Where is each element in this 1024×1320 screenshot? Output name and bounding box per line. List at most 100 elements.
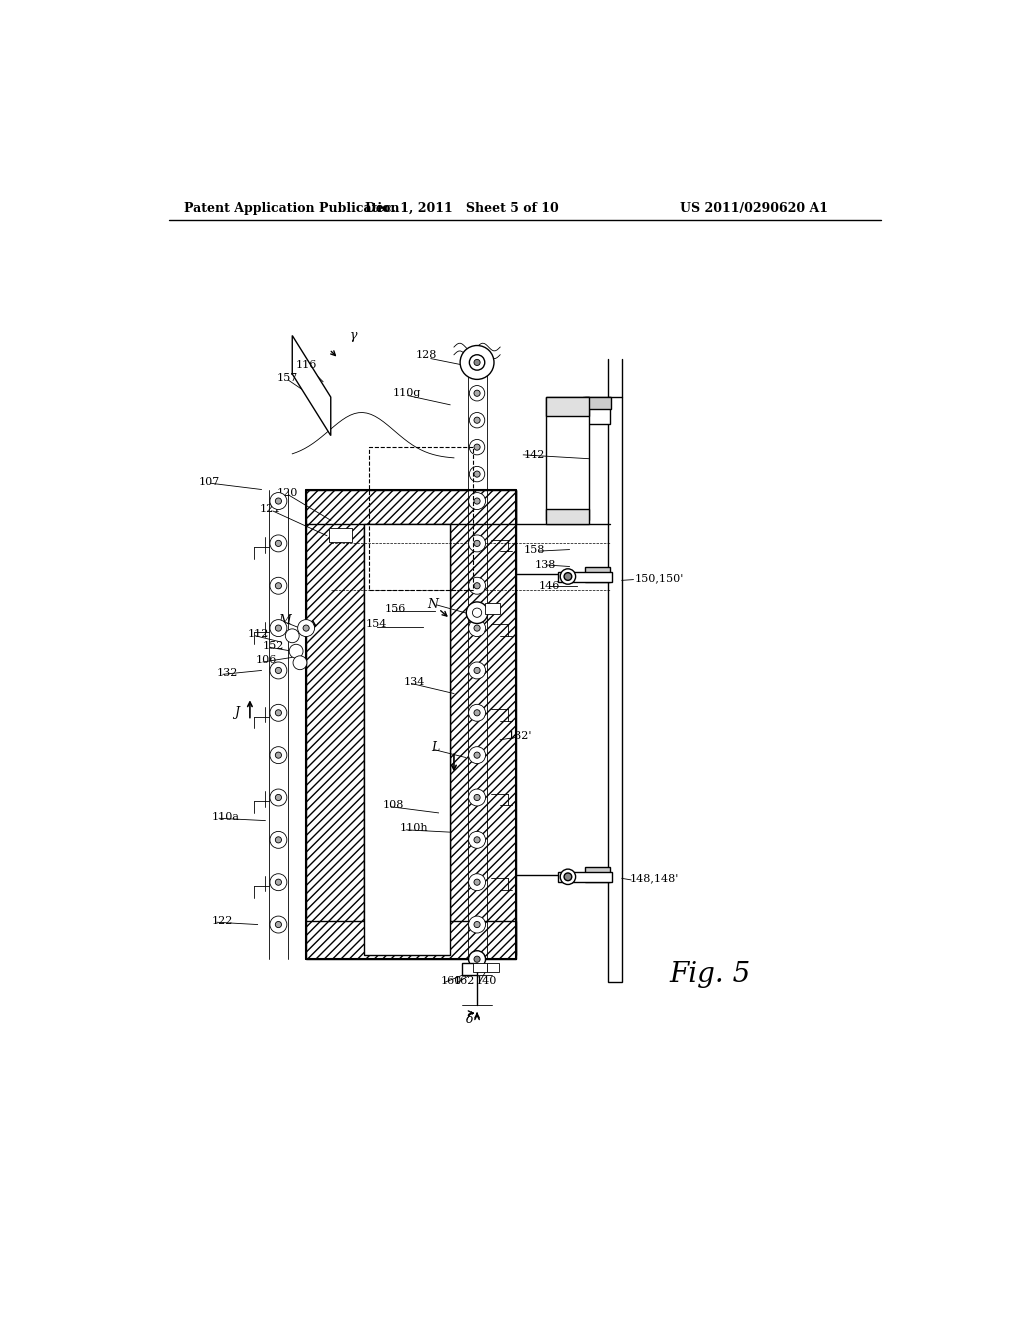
Text: N: N bbox=[427, 598, 438, 611]
Bar bbox=[330, 528, 352, 543]
Text: 156: 156 bbox=[385, 603, 407, 614]
Circle shape bbox=[469, 832, 485, 849]
Circle shape bbox=[472, 609, 481, 618]
Bar bbox=[558, 873, 611, 882]
Circle shape bbox=[474, 417, 480, 424]
Circle shape bbox=[469, 577, 485, 594]
Circle shape bbox=[270, 535, 287, 552]
Text: 162: 162 bbox=[454, 975, 475, 986]
Circle shape bbox=[469, 412, 484, 428]
Text: 128: 128 bbox=[416, 350, 437, 360]
Text: 146: 146 bbox=[539, 581, 560, 591]
Bar bbox=[585, 397, 609, 424]
Bar bbox=[462, 964, 477, 974]
Text: 158: 158 bbox=[523, 545, 545, 554]
Circle shape bbox=[275, 668, 282, 673]
Circle shape bbox=[474, 359, 480, 366]
Circle shape bbox=[469, 535, 485, 552]
Circle shape bbox=[474, 668, 480, 673]
Bar bbox=[306, 921, 515, 960]
Bar bbox=[584, 397, 611, 409]
Bar bbox=[585, 566, 609, 582]
Circle shape bbox=[469, 705, 485, 721]
Circle shape bbox=[298, 619, 314, 636]
Circle shape bbox=[560, 569, 575, 585]
Circle shape bbox=[275, 498, 282, 504]
Circle shape bbox=[474, 444, 480, 450]
Text: 110g: 110g bbox=[392, 388, 421, 399]
Circle shape bbox=[564, 873, 571, 880]
Circle shape bbox=[474, 498, 480, 504]
Circle shape bbox=[289, 644, 303, 659]
Text: US 2011/0290620 A1: US 2011/0290620 A1 bbox=[680, 202, 828, 215]
Circle shape bbox=[469, 747, 485, 763]
Circle shape bbox=[560, 869, 575, 884]
Text: 112: 112 bbox=[248, 630, 269, 639]
Circle shape bbox=[270, 663, 287, 678]
Circle shape bbox=[275, 582, 282, 589]
Text: L: L bbox=[431, 741, 439, 754]
Text: 142: 142 bbox=[523, 450, 545, 459]
Circle shape bbox=[469, 355, 484, 370]
Circle shape bbox=[474, 879, 480, 886]
Circle shape bbox=[270, 492, 287, 510]
Circle shape bbox=[469, 619, 485, 636]
Circle shape bbox=[469, 466, 484, 482]
Circle shape bbox=[474, 391, 480, 396]
Text: 154: 154 bbox=[366, 619, 387, 630]
Text: 110a: 110a bbox=[211, 812, 240, 822]
Circle shape bbox=[270, 832, 287, 849]
Text: 108: 108 bbox=[383, 800, 404, 810]
Text: 122: 122 bbox=[211, 916, 232, 925]
Circle shape bbox=[270, 577, 287, 594]
Bar bbox=[547, 397, 589, 520]
Bar bbox=[547, 397, 589, 416]
Text: δ: δ bbox=[466, 1012, 473, 1026]
Circle shape bbox=[466, 602, 487, 623]
Circle shape bbox=[474, 471, 480, 478]
Circle shape bbox=[275, 710, 282, 715]
Circle shape bbox=[275, 540, 282, 546]
Bar bbox=[451, 490, 515, 956]
Text: 110h: 110h bbox=[400, 824, 429, 833]
Circle shape bbox=[564, 573, 571, 581]
Bar bbox=[487, 964, 499, 973]
Circle shape bbox=[293, 656, 307, 669]
Text: 150,150': 150,150' bbox=[635, 573, 684, 583]
Circle shape bbox=[275, 795, 282, 800]
Circle shape bbox=[474, 795, 480, 800]
Circle shape bbox=[275, 921, 282, 928]
Text: 138: 138 bbox=[535, 560, 556, 570]
Text: 121: 121 bbox=[259, 504, 281, 513]
Circle shape bbox=[286, 628, 299, 643]
Bar bbox=[370, 447, 473, 590]
Circle shape bbox=[460, 346, 494, 379]
Circle shape bbox=[275, 879, 282, 886]
Bar bbox=[306, 490, 364, 956]
Bar bbox=[306, 490, 515, 524]
Circle shape bbox=[474, 921, 480, 928]
Text: 116: 116 bbox=[296, 360, 317, 370]
Circle shape bbox=[469, 440, 484, 455]
Circle shape bbox=[469, 950, 485, 968]
Text: 132: 132 bbox=[217, 668, 239, 677]
Circle shape bbox=[474, 837, 480, 843]
Text: 134: 134 bbox=[403, 677, 425, 686]
Text: 107: 107 bbox=[199, 477, 219, 487]
Circle shape bbox=[469, 492, 485, 510]
Circle shape bbox=[275, 752, 282, 758]
Circle shape bbox=[270, 916, 287, 933]
Circle shape bbox=[469, 916, 485, 933]
Circle shape bbox=[474, 752, 480, 758]
Circle shape bbox=[275, 626, 282, 631]
Bar bbox=[547, 508, 589, 524]
Bar bbox=[364, 524, 451, 956]
Text: J: J bbox=[234, 706, 240, 719]
Bar bbox=[608, 397, 622, 982]
Circle shape bbox=[474, 540, 480, 546]
Circle shape bbox=[469, 385, 484, 401]
Circle shape bbox=[469, 663, 485, 678]
Polygon shape bbox=[292, 335, 331, 436]
Circle shape bbox=[474, 710, 480, 715]
Text: Dec. 1, 2011   Sheet 5 of 10: Dec. 1, 2011 Sheet 5 of 10 bbox=[365, 202, 558, 215]
